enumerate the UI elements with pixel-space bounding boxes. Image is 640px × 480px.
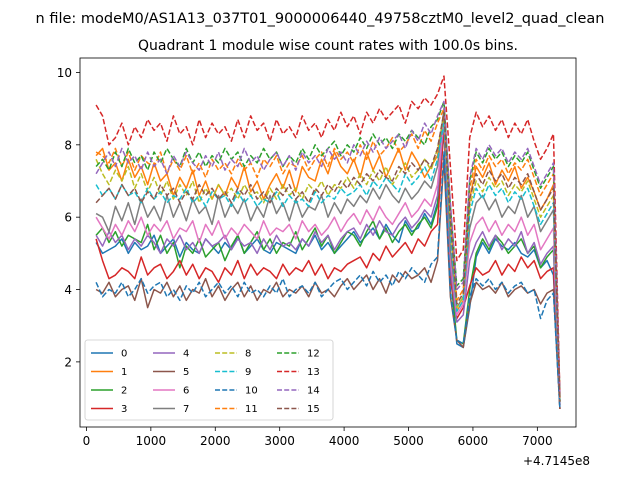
x-offset-label: +4.7145e8 <box>523 454 590 468</box>
legend-label-8: 8 <box>245 349 251 360</box>
legend-label-5: 5 <box>183 367 189 378</box>
series-line-14 <box>95 100 561 399</box>
figure-suptitle: n file: modeM0/AS1A13_037T01_9000006440_… <box>36 11 605 27</box>
legend-label-6: 6 <box>183 386 189 397</box>
series-line-15 <box>95 111 561 402</box>
axes: 0 1000 2000 3000 4000 5000 6000 7000246810+4.71… <box>57 57 590 468</box>
legend-label-1: 1 <box>121 367 127 378</box>
chart-title: Quadrant 1 module wise count rates with … <box>138 38 518 54</box>
y-tick-label: 6 <box>64 211 72 225</box>
y-tick-label: 10 <box>57 66 72 80</box>
legend-label-3: 3 <box>121 404 127 415</box>
legend-label-7: 7 <box>183 404 189 415</box>
legend-label-13: 13 <box>307 367 320 378</box>
series-line-4 <box>95 118 561 406</box>
x-tick-label: 1000 <box>136 434 167 448</box>
series-line-7 <box>95 107 561 402</box>
x-tick-label: 4000 <box>329 434 360 448</box>
x-tick-label: 2000 <box>200 434 231 448</box>
series-line-13 <box>95 75 561 395</box>
legend-label-10: 10 <box>245 386 258 397</box>
series-line-9 <box>95 122 561 402</box>
legend-label-15: 15 <box>307 404 320 415</box>
series-line-10 <box>95 151 561 409</box>
legend-label-11: 11 <box>245 404 258 415</box>
legend-label-12: 12 <box>307 349 320 360</box>
y-tick-label: 8 <box>64 138 72 152</box>
legend-box <box>84 339 334 421</box>
y-tick-label: 2 <box>64 355 72 369</box>
series-line-8 <box>95 115 561 402</box>
legend-label-14: 14 <box>307 386 320 397</box>
x-tick-label: 6000 <box>458 434 489 448</box>
x-tick-label: 5000 <box>393 434 424 448</box>
x-tick-label: 7000 <box>522 434 553 448</box>
legend-label-0: 0 <box>121 349 127 360</box>
x-tick-label: 0 <box>83 434 91 448</box>
series-line-6 <box>95 115 561 406</box>
axes-frame <box>79 57 577 428</box>
y-tick-label: 4 <box>64 283 72 297</box>
legend-label-2: 2 <box>121 386 127 397</box>
series-line-3 <box>95 125 561 409</box>
x-tick-label: 3000 <box>264 434 295 448</box>
series-lines <box>95 75 561 409</box>
legend-label-9: 9 <box>245 367 251 378</box>
legend-label-4: 4 <box>183 349 189 360</box>
